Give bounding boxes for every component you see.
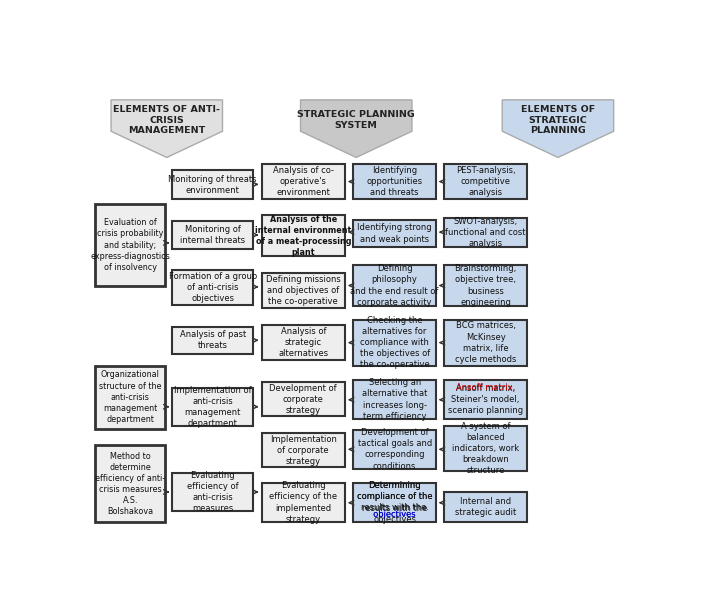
FancyBboxPatch shape (354, 320, 436, 365)
Text: Checking the
alternatives for
compliance with
the objectives of
the co-operative: Checking the alternatives for compliance… (360, 316, 430, 369)
Polygon shape (301, 100, 412, 157)
Text: Evaluation of
crisis probability
and stability;
express-diagnostics
of insolvenc: Evaluation of crisis probability and sta… (91, 218, 170, 272)
Text: SWOT-analysis,
functional and cost
analysis: SWOT-analysis, functional and cost analy… (445, 217, 526, 248)
Text: Determining
compliance of the
results with the.: Determining compliance of the results wi… (357, 482, 433, 513)
Text: Ansoff matrix,: Ansoff matrix, (456, 383, 515, 392)
Text: PEST-analysis,
competitive
analysis: PEST-analysis, competitive analysis (456, 166, 516, 198)
FancyBboxPatch shape (173, 473, 253, 511)
FancyBboxPatch shape (444, 320, 527, 365)
FancyBboxPatch shape (354, 265, 436, 306)
FancyBboxPatch shape (354, 483, 436, 522)
FancyBboxPatch shape (444, 164, 527, 199)
Text: BCG matrices,
McKinsey
matrix, life
cycle methods: BCG matrices, McKinsey matrix, life cycl… (455, 322, 516, 364)
FancyBboxPatch shape (354, 379, 436, 420)
Text: A system of
balanced
indicators, work
breakdown
structure: A system of balanced indicators, work br… (452, 422, 519, 475)
FancyBboxPatch shape (354, 220, 436, 247)
FancyBboxPatch shape (262, 434, 345, 467)
Text: Development of
corporate
strategy: Development of corporate strategy (270, 384, 337, 415)
Text: Implementation
of corporate
strategy: Implementation of corporate strategy (270, 435, 336, 466)
FancyBboxPatch shape (173, 326, 253, 354)
FancyBboxPatch shape (96, 365, 165, 429)
Text: Implementation of
anti-crisis
management
department: Implementation of anti-crisis management… (174, 386, 252, 428)
Text: Analysis of past
threats: Analysis of past threats (180, 330, 246, 350)
FancyBboxPatch shape (173, 387, 253, 426)
Text: ELEMENTS OF ANTI-
CRISIS
MANAGEMENT: ELEMENTS OF ANTI- CRISIS MANAGEMENT (114, 105, 220, 135)
FancyBboxPatch shape (354, 164, 436, 199)
FancyBboxPatch shape (262, 325, 345, 360)
Text: Identifying
opportunities
and threats: Identifying opportunities and threats (367, 166, 423, 198)
Text: Evaluating
efficiency of
anti-crisis
measures: Evaluating efficiency of anti-crisis mea… (187, 471, 239, 513)
Text: Analysis of the
internal environment
of a meat-processing
plant: Analysis of the internal environment of … (255, 215, 352, 257)
FancyBboxPatch shape (262, 382, 345, 416)
FancyBboxPatch shape (444, 492, 527, 522)
FancyBboxPatch shape (262, 274, 345, 308)
FancyBboxPatch shape (173, 170, 253, 199)
Text: Ansoff matrix,
Steiner's model,
scenario planning: Ansoff matrix, Steiner's model, scenario… (448, 384, 523, 415)
Polygon shape (111, 100, 222, 157)
Text: Brainstorming,
objective tree,
business
engineering: Brainstorming, objective tree, business … (454, 264, 517, 306)
Text: Organizational
structure of the
anti-crisis
management
department: Organizational structure of the anti-cri… (99, 370, 162, 424)
Text: Monitoring of threats
environment: Monitoring of threats environment (168, 174, 257, 195)
FancyBboxPatch shape (173, 269, 253, 305)
Text: Monitoring of
internal threats: Monitoring of internal threats (180, 225, 245, 245)
Text: Determining
compliance of the
results with the
objectives: Determining compliance of the results wi… (357, 482, 433, 523)
FancyBboxPatch shape (262, 164, 345, 199)
Text: Defining missions
and objectives of
the co-operative: Defining missions and objectives of the … (266, 275, 341, 306)
Text: Defining
philosophy
and the end result of
corporate activity: Defining philosophy and the end result o… (350, 264, 439, 306)
Text: ELEMENTS OF
STRATEGIC
PLANNING: ELEMENTS OF STRATEGIC PLANNING (521, 105, 595, 135)
FancyBboxPatch shape (444, 265, 527, 306)
FancyBboxPatch shape (444, 218, 527, 247)
Text: Internal and
strategic audit: Internal and strategic audit (455, 497, 516, 517)
Text: Identifying strong
and weak points: Identifying strong and weak points (357, 224, 432, 244)
Text: Analysis of co-
operative's
environment: Analysis of co- operative's environment (273, 166, 334, 198)
FancyBboxPatch shape (262, 215, 345, 257)
FancyBboxPatch shape (96, 204, 165, 286)
Text: objectives: objectives (373, 510, 416, 519)
Text: Evaluating
efficiency of the
implemented
strategy: Evaluating efficiency of the implemented… (269, 482, 337, 523)
FancyBboxPatch shape (444, 426, 527, 471)
Text: Analysis of
strategic
alternatives: Analysis of strategic alternatives (278, 326, 329, 358)
Text: Formation of a group
of anti-crisis
objectives: Formation of a group of anti-crisis obje… (169, 272, 257, 303)
FancyBboxPatch shape (96, 445, 165, 522)
Text: Development of
tactical goals and
corresponding
conditions: Development of tactical goals and corres… (357, 428, 432, 471)
FancyBboxPatch shape (262, 483, 345, 522)
Text: STRATEGIC PLANNING
SYSTEM: STRATEGIC PLANNING SYSTEM (298, 111, 415, 130)
FancyBboxPatch shape (444, 379, 527, 420)
FancyBboxPatch shape (173, 221, 253, 249)
FancyBboxPatch shape (354, 430, 436, 469)
Text: Selecting an
alternative that
increases long-
term efficiency: Selecting an alternative that increases … (362, 378, 427, 421)
Text: Method to
determine
efficiency of anti-
crisis measures
A.S.
Bolshakova: Method to determine efficiency of anti- … (95, 452, 165, 516)
Polygon shape (502, 100, 614, 157)
